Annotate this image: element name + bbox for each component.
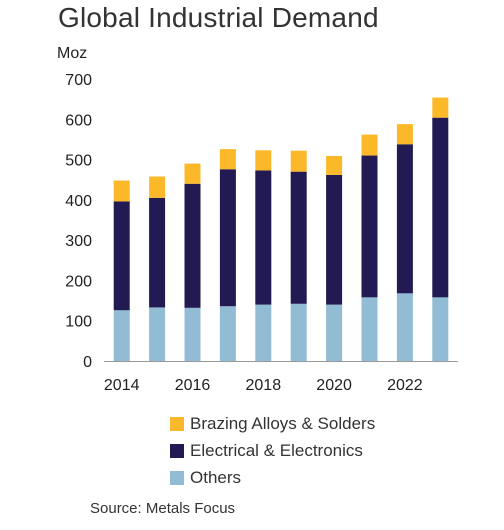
bar-segment [184, 183, 201, 308]
bar-segment [113, 180, 130, 202]
y-tick-label: 100 [65, 314, 92, 331]
bar-segment [432, 97, 449, 118]
bar-segment [184, 307, 201, 361]
legend-swatch [170, 443, 184, 458]
bar-segment [219, 149, 236, 170]
bar-segment [326, 304, 343, 361]
chart-title: Global Industrial Demand [58, 2, 379, 33]
bar-segment [255, 170, 272, 305]
legend-swatch [170, 470, 184, 485]
bar-segment [361, 155, 378, 298]
y-tick-label: 400 [65, 193, 92, 210]
y-tick-label: 500 [65, 153, 92, 170]
bar-segment [149, 176, 166, 198]
x-tick-label: 2020 [316, 377, 352, 394]
y-tick-label: 300 [65, 233, 92, 250]
bar-segment [432, 297, 449, 361]
bar-segment [255, 304, 272, 361]
bar-segment [113, 201, 130, 311]
y-tick-label: 0 [83, 354, 92, 371]
legend-item: Electrical & Electronics [170, 437, 375, 464]
bars [113, 97, 449, 361]
bar-segment [255, 150, 272, 171]
x-tick-label: 2014 [104, 377, 140, 394]
bar-segment [326, 155, 343, 175]
x-tick-label: 2018 [246, 377, 282, 394]
legend-item: Brazing Alloys & Solders [170, 410, 375, 437]
bar-segment [290, 303, 307, 361]
x-tick-label: 2022 [387, 377, 423, 394]
legend: Brazing Alloys & Solders Electrical & Ele… [170, 410, 375, 491]
legend-swatch [170, 416, 184, 431]
legend-item: Others [170, 464, 375, 491]
bar-segment [361, 297, 378, 361]
bar-segment [290, 171, 307, 304]
bar-segment [149, 307, 166, 361]
bar-segment [361, 134, 378, 156]
bar-segment [396, 124, 413, 145]
bar-segment [396, 144, 413, 294]
bar-segment [396, 293, 413, 361]
bar-segment [326, 174, 343, 305]
bar-segment [184, 163, 201, 184]
y-tick-label: 600 [65, 112, 92, 129]
x-axis-ticks: 2014 2016 2018 2020 2022 [104, 377, 423, 394]
bar-segment [290, 150, 307, 172]
y-tick-label: 200 [65, 273, 92, 290]
x-tick-label: 2016 [175, 377, 211, 394]
bar-segment [432, 117, 449, 298]
y-tick-label: 700 [65, 72, 92, 89]
y-axis-unit-label: Moz [57, 45, 87, 62]
y-axis-ticks: 0 100 200 300 400 500 600 700 [65, 72, 92, 371]
bar-segment [219, 169, 236, 307]
bar-segment [149, 197, 166, 308]
bar-segment [113, 310, 130, 361]
bar-segment [219, 306, 236, 361]
legend-label: Brazing Alloys & Solders [190, 413, 376, 433]
legend-label: Electrical & Electronics [190, 440, 363, 460]
source-note: Source: Metals Focus [90, 500, 236, 517]
legend-label: Others [190, 467, 242, 487]
